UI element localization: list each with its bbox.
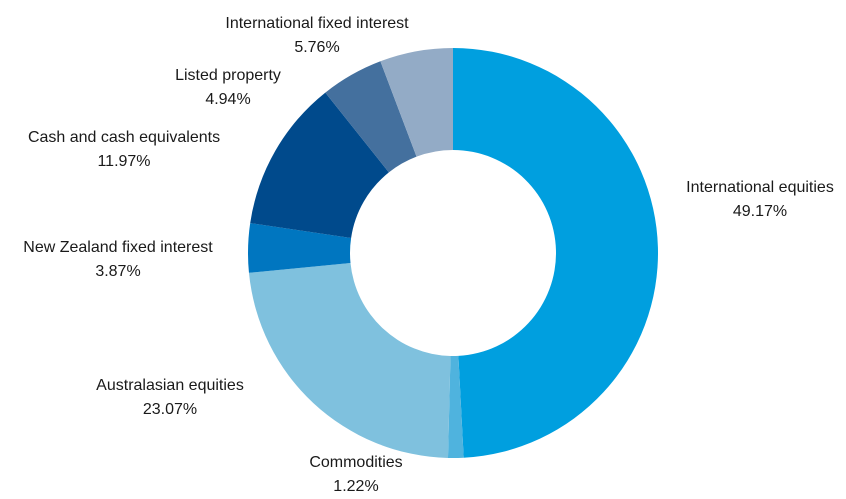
slice-listed-property	[325, 61, 417, 173]
slice-name: Commodities	[309, 454, 403, 471]
label-cash-and-cash-equivalents: Cash and cash equivalents 11.97%	[28, 126, 220, 174]
slice-value: 11.97%	[97, 153, 151, 170]
slice-value: 23.07%	[142, 401, 198, 418]
label-new-zealand-fixed-interest: New Zealand fixed interest 3.87%	[23, 236, 212, 284]
slice-international-equities	[453, 48, 658, 458]
slice-name: International fixed interest	[225, 15, 409, 32]
slice-value: 3.87%	[95, 263, 141, 280]
slice-name: International equities	[686, 179, 834, 196]
slice-australasian-equities	[248, 262, 451, 458]
slice-commodities	[447, 355, 464, 458]
slice-name: Australasian equities	[96, 377, 244, 394]
slice-value: 4.94%	[205, 91, 251, 108]
slice-name: Listed property	[175, 67, 281, 84]
label-australasian-equities: Australasian equities 23.07%	[96, 374, 244, 422]
label-listed-property: Listed property 4.94%	[175, 64, 281, 112]
slice-international-fixed-interest	[380, 48, 453, 157]
label-commodities: Commodities 1.22%	[309, 451, 402, 499]
label-international-equities: International equities 49.17%	[686, 176, 834, 224]
slice-name: New Zealand fixed interest	[23, 239, 213, 256]
slice-new-zealand-fixed-interest	[248, 223, 352, 273]
slice-value: 49.17%	[732, 203, 788, 220]
label-international-fixed-interest: International fixed interest 5.76%	[225, 12, 408, 60]
slice-name: Cash and cash equivalents	[27, 129, 221, 146]
slice-cash-and-cash-equivalents	[250, 92, 389, 238]
slice-value: 1.22%	[333, 478, 379, 495]
slice-value: 5.76%	[294, 39, 340, 56]
